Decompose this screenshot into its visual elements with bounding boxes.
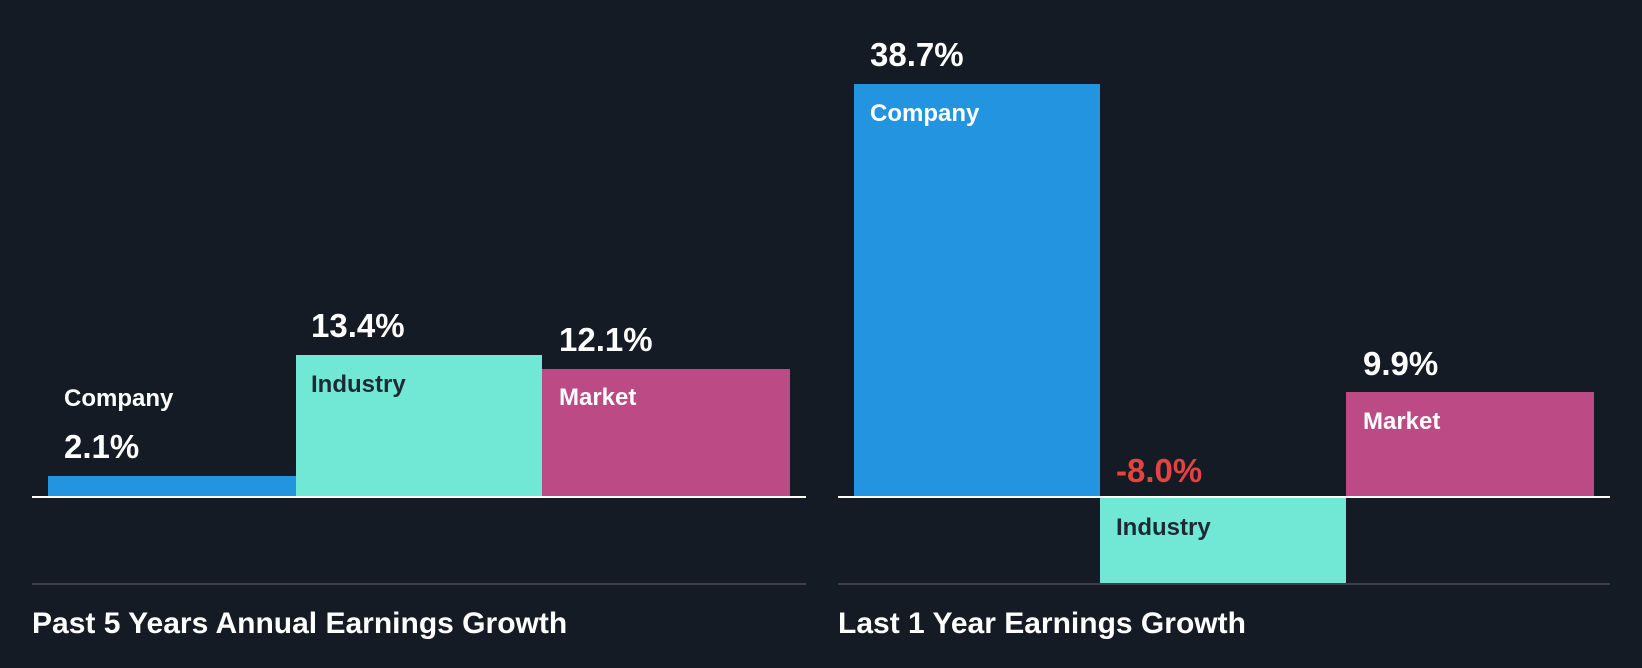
bar-label-company: Company [64,385,174,412]
bar-value-industry: -8.0% [1116,452,1203,489]
bar-industry [1100,497,1346,583]
bar-industry [296,355,542,497]
bar-value-industry: 13.4% [311,307,405,344]
bar-value-market: 12.1% [559,321,653,358]
bar-label-market: Market [1363,408,1441,435]
footer-divider [838,583,1610,585]
bar-value-market: 9.9% [1363,345,1439,382]
bar-label-market: Market [559,384,637,411]
bar-market [1346,392,1594,497]
chart-title: Last 1 Year Earnings Growth [838,607,1246,640]
zero-baseline [32,496,806,498]
zero-baseline [838,496,1610,498]
bar-label-company: Company [870,100,980,127]
footer-divider [32,583,806,585]
chart-title: Past 5 Years Annual Earnings Growth [32,607,568,640]
bar-market [542,369,790,497]
bar-value-company: 2.1% [64,428,140,465]
bar-company [854,84,1100,497]
bar-company [48,476,296,497]
bar-label-industry: Industry [311,371,406,398]
bar-label-industry: Industry [1116,514,1211,541]
bar-value-company: 38.7% [870,36,964,73]
past-5-years-chart: Company 2.1% Industry 13.4% Market 12.1%… [32,307,806,640]
